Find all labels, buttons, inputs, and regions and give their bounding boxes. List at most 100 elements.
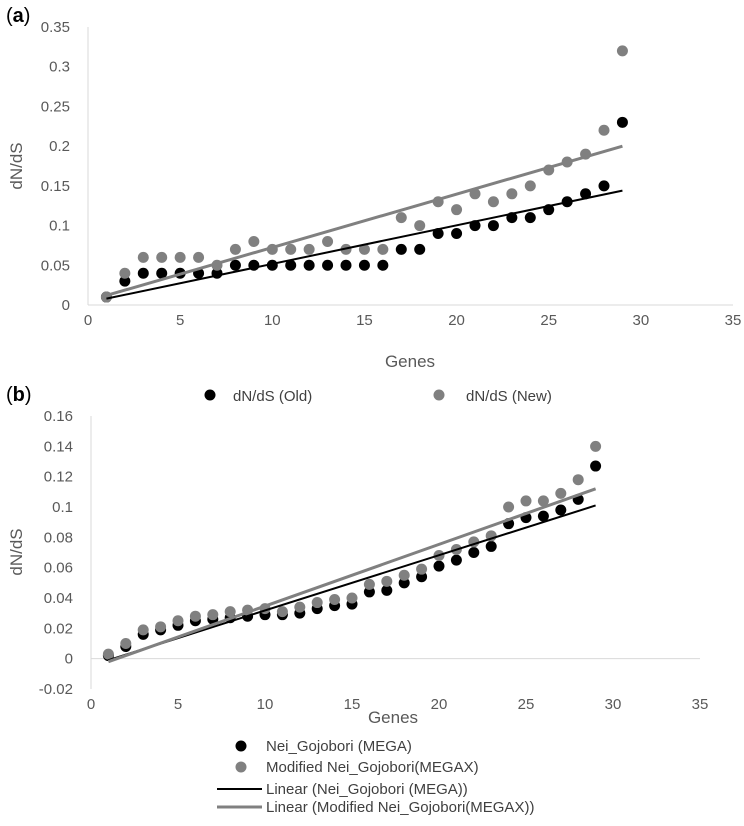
panel-label-letter: a xyxy=(13,5,25,27)
y-tick-label: 0.06 xyxy=(44,560,73,577)
y-tick-label: 0.04 xyxy=(44,590,73,607)
data-point-series-1 xyxy=(340,259,352,271)
data-point-series-1 xyxy=(285,259,297,271)
data-point-series-2 xyxy=(381,575,393,587)
data-point-series-1 xyxy=(137,267,149,279)
data-point-series-1 xyxy=(322,259,334,271)
data-point-series-1 xyxy=(451,228,463,240)
data-point-series-1 xyxy=(381,584,393,596)
panel-label-open: ( xyxy=(6,384,13,406)
y-tick-label: 0.14 xyxy=(44,438,73,455)
y-tick-label: 0.35 xyxy=(41,19,70,36)
data-point-series-2 xyxy=(137,624,149,636)
y-tick-label: 0.08 xyxy=(44,529,73,546)
trendline-1 xyxy=(106,189,623,300)
y-tick-label: 0.1 xyxy=(49,218,70,235)
data-point-series-2 xyxy=(322,235,334,247)
legend-label: dN/dS (New) xyxy=(466,388,552,405)
data-point-series-1 xyxy=(156,267,168,279)
data-point-series-2 xyxy=(358,243,370,255)
data-point-series-1 xyxy=(616,116,628,128)
legend-marker xyxy=(204,389,216,401)
x-tick-label: 35 xyxy=(725,312,742,329)
y-tick-label: 0 xyxy=(62,297,70,314)
legend-marker xyxy=(433,389,445,401)
x-tick-label: 30 xyxy=(605,696,622,713)
y-tick-label: 0.3 xyxy=(49,59,70,76)
data-point-series-2 xyxy=(616,45,628,57)
legend-label: Linear (Modified Nei_Gojobori(MEGAX)) xyxy=(266,799,534,816)
data-point-series-1 xyxy=(580,188,592,200)
data-point-series-2 xyxy=(416,563,428,575)
x-tick-label: 20 xyxy=(448,312,465,329)
x-tick-label: 30 xyxy=(633,312,650,329)
x-tick-label: 10 xyxy=(264,312,281,329)
y-tick-label: 0.15 xyxy=(41,178,70,195)
data-point-series-2 xyxy=(346,592,358,604)
data-point-series-2 xyxy=(229,243,241,255)
data-point-series-2 xyxy=(303,243,315,255)
x-tick-label: 10 xyxy=(257,696,274,713)
data-point-series-1 xyxy=(555,504,567,516)
y-tick-label: 0.02 xyxy=(44,620,73,637)
legend-label: dN/dS (Old) xyxy=(233,388,312,405)
data-point-series-2 xyxy=(572,474,584,486)
data-point-series-1 xyxy=(524,212,536,224)
y-tick-label: 0.25 xyxy=(41,98,70,115)
data-point-series-1 xyxy=(119,275,131,287)
data-point-series-1 xyxy=(485,540,497,552)
trendline-2 xyxy=(107,487,597,664)
data-point-series-2 xyxy=(172,615,184,627)
data-point-series-2 xyxy=(276,606,288,618)
x-tick-label: 15 xyxy=(344,696,361,713)
data-point-series-2 xyxy=(224,606,236,618)
panel-label-open: ( xyxy=(6,5,13,27)
data-point-series-2 xyxy=(248,235,260,247)
trendline-2 xyxy=(106,144,623,297)
x-tick-label: 0 xyxy=(87,696,95,713)
x-tick-label: 35 xyxy=(692,696,709,713)
y-tick-label: 0.1 xyxy=(52,499,73,516)
y-tick-label: -0.02 xyxy=(39,681,73,698)
legend-label: Linear (Nei_Gojobori (MEGA)) xyxy=(266,781,468,798)
data-point-series-2 xyxy=(524,180,536,192)
panel-label-letter: b xyxy=(13,384,25,406)
data-point-series-2 xyxy=(207,609,219,621)
data-point-series-2 xyxy=(598,124,610,136)
data-point-series-2 xyxy=(451,204,463,216)
data-point-series-2 xyxy=(555,487,567,499)
data-point-series-1 xyxy=(229,259,241,271)
y-axis-title: dN/dS xyxy=(7,528,26,575)
x-axis-title: Genes xyxy=(368,708,418,727)
data-point-series-2 xyxy=(189,610,201,622)
data-point-series-1 xyxy=(303,259,315,271)
x-tick-label: 20 xyxy=(431,696,448,713)
data-point-series-1 xyxy=(468,547,480,558)
legend-label: Modified Nei_Gojobori(MEGAX) xyxy=(266,759,479,776)
data-point-series-2 xyxy=(285,243,297,255)
data-point-series-2 xyxy=(414,220,426,232)
x-axis-title: Genes xyxy=(385,352,435,371)
data-point-series-2 xyxy=(119,267,131,279)
data-point-series-2 xyxy=(155,621,167,633)
data-point-series-2 xyxy=(120,638,132,649)
data-point-series-2 xyxy=(503,501,515,513)
panel-label: (a) xyxy=(6,5,30,27)
data-point-series-1 xyxy=(416,571,428,583)
data-point-series-2 xyxy=(377,243,389,255)
data-point-series-2 xyxy=(174,251,186,263)
data-point-series-2 xyxy=(487,196,499,208)
data-point-series-2 xyxy=(590,440,602,452)
legend-marker xyxy=(235,761,247,773)
x-tick-label: 0 xyxy=(84,312,92,329)
data-point-series-2 xyxy=(506,188,518,200)
data-point-series-1 xyxy=(450,554,462,566)
data-point-series-1 xyxy=(363,586,375,598)
data-point-series-1 xyxy=(433,560,445,572)
data-point-series-2 xyxy=(537,495,549,507)
panel-label: (b) xyxy=(6,384,32,406)
y-axis-title: dN/dS xyxy=(7,142,26,189)
data-point-series-2 xyxy=(156,251,168,263)
